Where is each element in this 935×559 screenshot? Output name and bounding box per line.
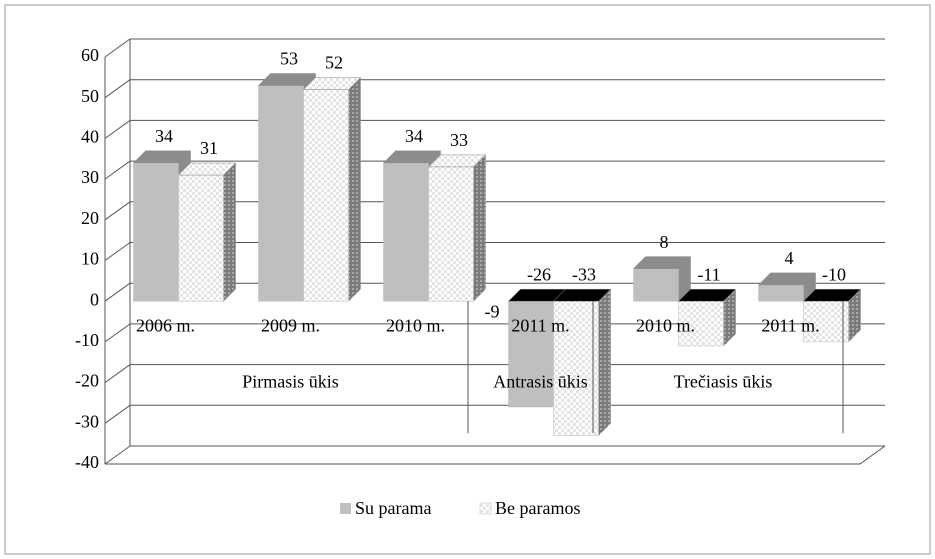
group-label: Antrasis ūkis <box>493 371 588 391</box>
data-label: 8 <box>660 232 669 252</box>
grid-line <box>104 201 131 221</box>
grid-line <box>104 445 131 465</box>
bar <box>303 89 349 302</box>
y-tick-label: -40 <box>75 452 99 472</box>
data-label: 53 <box>280 49 298 69</box>
data-label: 52 <box>325 53 343 73</box>
x-tick-label: 2009 m. <box>261 315 320 335</box>
grid-line <box>104 404 131 424</box>
y-tick-label: -30 <box>75 411 99 431</box>
y-tick-label: 50 <box>81 86 99 106</box>
y-tick-label: 0 <box>90 289 99 309</box>
y-tick-label: 10 <box>81 249 99 269</box>
bar-side <box>223 162 236 302</box>
bar-top <box>802 288 862 302</box>
group-label: Trečiasis ūkis <box>674 371 773 391</box>
bar-top <box>132 150 192 164</box>
data-label: 31 <box>200 138 218 158</box>
bar-top <box>677 288 737 302</box>
data-label: 4 <box>785 248 794 268</box>
bar <box>133 162 179 302</box>
grid-line <box>104 79 131 99</box>
floor <box>105 445 886 465</box>
bar <box>178 174 224 302</box>
bar <box>428 166 474 302</box>
data-label: -11 <box>697 264 720 284</box>
bar <box>678 300 724 347</box>
bar <box>803 300 849 343</box>
bar-side <box>473 154 486 302</box>
legend-swatch <box>479 502 492 515</box>
legend-label: Su parama <box>355 498 431 518</box>
grid-line <box>104 242 131 261</box>
x-tick-label: 2006 m. <box>136 315 195 335</box>
grid-line <box>104 364 131 384</box>
bar <box>633 268 679 302</box>
bar-top <box>632 256 692 269</box>
bar <box>383 162 429 302</box>
grid-line <box>104 282 131 302</box>
y-tick-label: 40 <box>81 127 99 147</box>
bar-top <box>302 77 362 90</box>
bar-side <box>348 76 361 302</box>
y-tick-label: 30 <box>81 167 99 187</box>
x-tick-label: 2010 m. <box>386 315 445 335</box>
x-tick-label: 2011 m. <box>761 315 819 335</box>
bar <box>258 85 304 302</box>
data-label: -10 <box>822 264 846 284</box>
grid-line <box>104 119 131 139</box>
data-label: 34 <box>405 126 423 146</box>
bar-top <box>552 288 612 302</box>
bar-top <box>757 272 817 286</box>
legend-label: Be paramos <box>495 498 580 518</box>
bar <box>508 300 554 408</box>
bar-top <box>177 162 237 176</box>
bar <box>553 300 599 436</box>
grid-line <box>104 323 131 343</box>
bar <box>758 284 804 302</box>
y-tick-label: -20 <box>75 371 99 391</box>
data-label: 33 <box>450 130 468 150</box>
bar-top <box>257 73 317 86</box>
data-label: 34 <box>155 126 173 146</box>
y-tick-label: 60 <box>81 45 99 65</box>
bar-side <box>598 288 611 437</box>
grid-line <box>104 38 131 58</box>
grid-line <box>104 160 131 180</box>
x-tick-label: 2010 m. <box>636 315 695 335</box>
legend-swatch <box>340 503 351 514</box>
data-label: -26 <box>527 264 551 284</box>
y-tick-label: 20 <box>81 208 99 228</box>
y-tick-label: -10 <box>75 330 99 350</box>
annotation: -9 <box>485 301 500 321</box>
group-label: Pirmasis ūkis <box>242 371 339 391</box>
data-label: -33 <box>572 264 596 284</box>
bar-top <box>427 154 487 168</box>
x-tick-label: 2011 m. <box>511 315 569 335</box>
bar-top <box>382 150 442 164</box>
